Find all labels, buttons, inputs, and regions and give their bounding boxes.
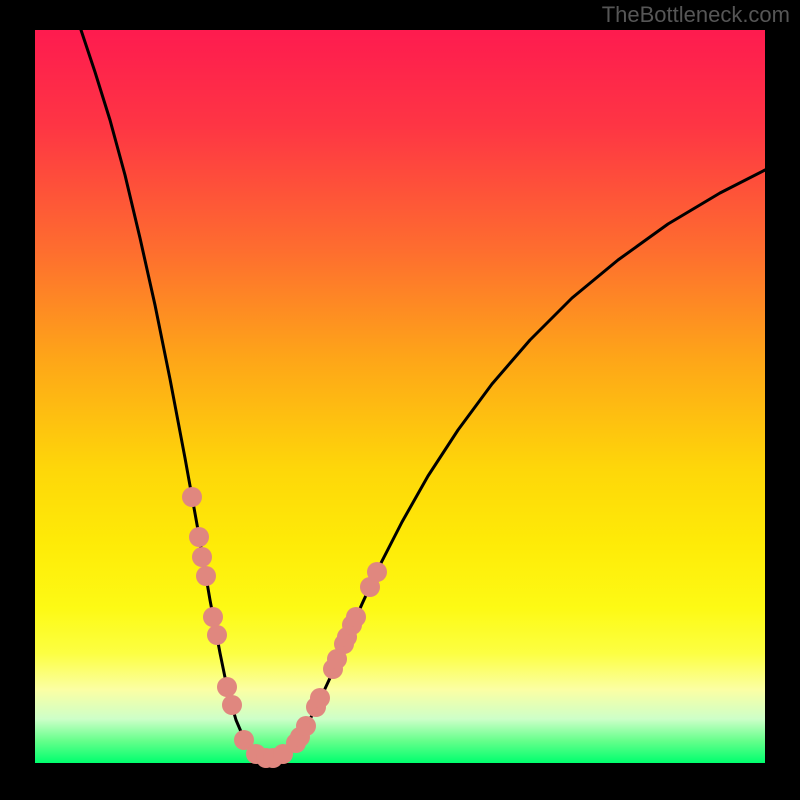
dot-marker	[310, 688, 330, 708]
dot-marker	[217, 677, 237, 697]
dot-marker	[207, 625, 227, 645]
dot-marker	[222, 695, 242, 715]
dot-marker	[203, 607, 223, 627]
dot-marker	[296, 716, 316, 736]
chart-svg	[0, 0, 800, 800]
dot-marker	[367, 562, 387, 582]
plot-background	[35, 30, 765, 763]
dot-marker	[182, 487, 202, 507]
dot-marker	[189, 527, 209, 547]
watermark-label: TheBottleneck.com	[602, 2, 790, 28]
chart-container: TheBottleneck.com	[0, 0, 800, 800]
dot-marker	[346, 607, 366, 627]
dot-marker	[196, 566, 216, 586]
dot-marker	[192, 547, 212, 567]
